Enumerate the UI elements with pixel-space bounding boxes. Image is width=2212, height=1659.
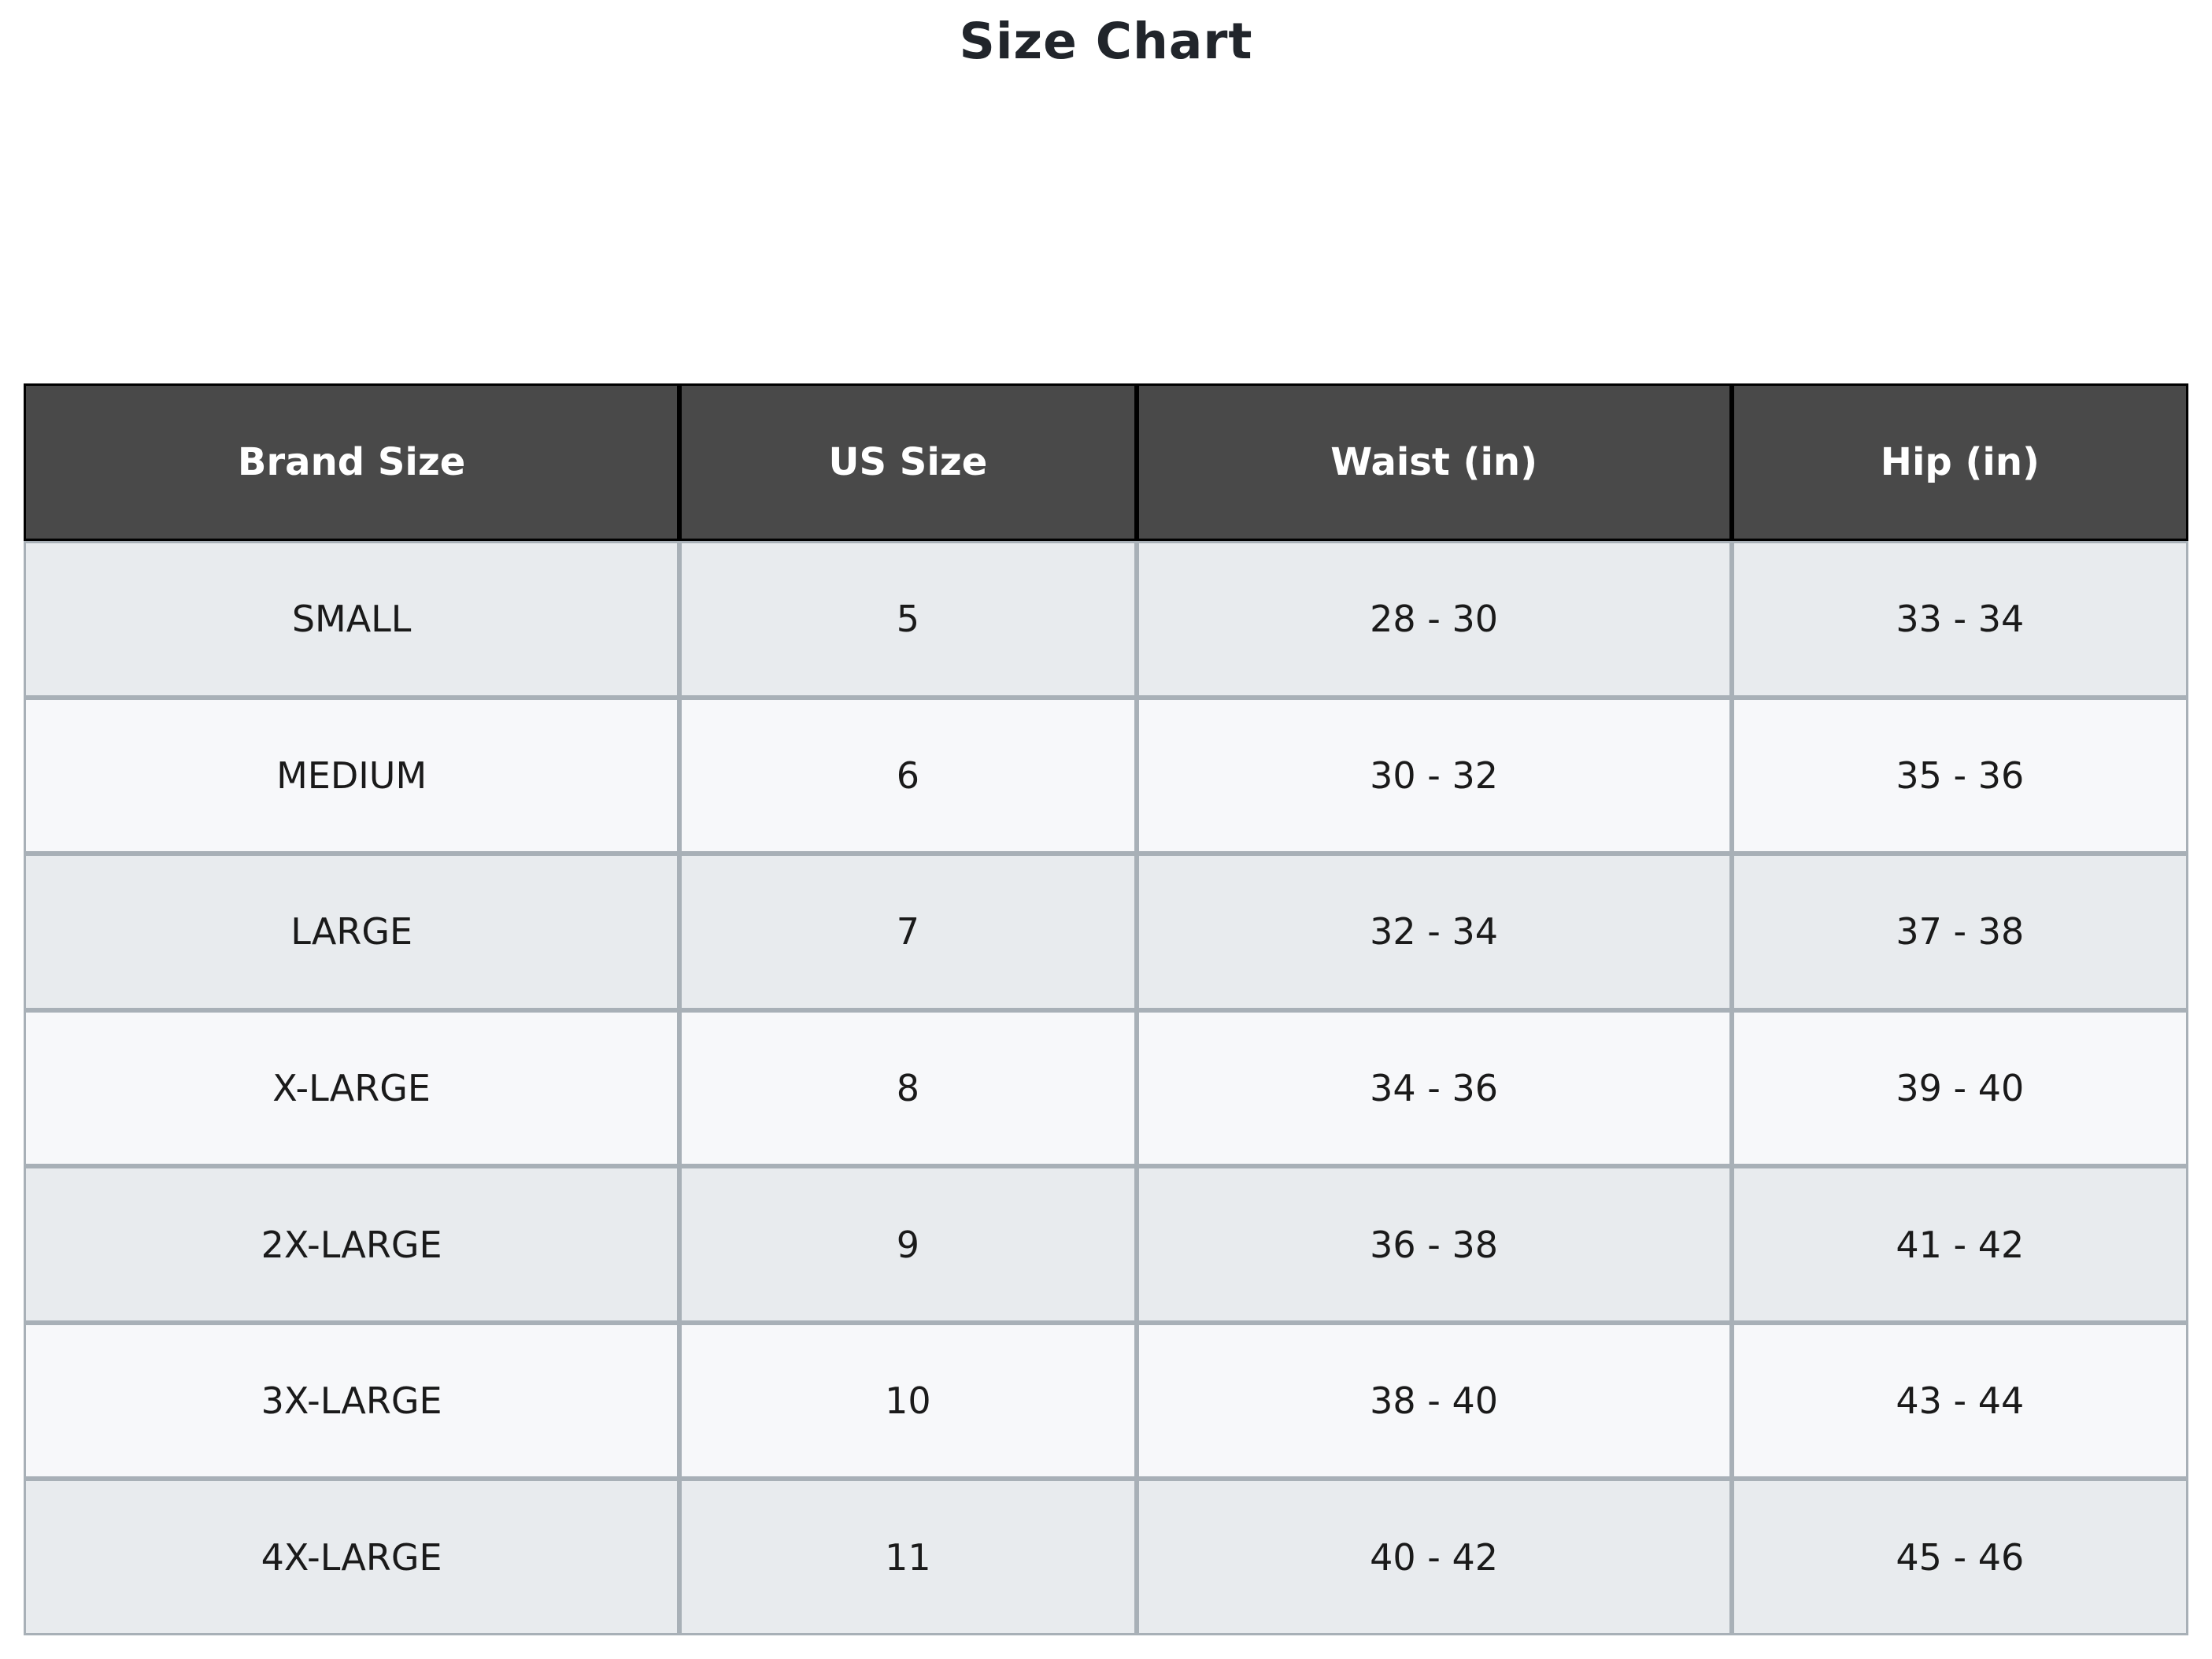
cell-waist: 32 - 34 — [1136, 854, 1732, 1010]
cell-hip: 33 - 34 — [1731, 541, 2188, 698]
size-table-container: Brand Size US Size Waist (in) Hip (in) S… — [24, 383, 2188, 1635]
table-row-3x-large: 3X-LARGE 10 38 - 40 43 - 44 — [24, 1322, 2188, 1479]
cell-brand-size: 2X-LARGE — [24, 1166, 680, 1323]
cell-brand-size: LARGE — [24, 854, 680, 1010]
cell-us-size: 8 — [679, 1009, 1137, 1167]
table-row-small: SMALL 5 28 - 30 33 - 34 — [24, 541, 2188, 698]
cell-brand-size: 4X-LARGE — [24, 1479, 680, 1635]
cell-hip: 45 - 46 — [1731, 1479, 2188, 1635]
cell-waist: 30 - 32 — [1136, 697, 1732, 854]
cell-brand-size: SMALL — [24, 541, 680, 698]
header-cell-brand-size: Brand Size — [24, 383, 680, 541]
table-row-2x-large: 2X-LARGE 9 36 - 38 41 - 42 — [24, 1166, 2188, 1323]
cell-us-size: 11 — [679, 1479, 1137, 1635]
cell-waist: 36 - 38 — [1136, 1166, 1732, 1323]
header-cell-us-size: US Size — [679, 383, 1137, 541]
cell-brand-size: X-LARGE — [24, 1009, 680, 1167]
size-table: Brand Size US Size Waist (in) Hip (in) S… — [24, 383, 2188, 1635]
header-cell-hip: Hip (in) — [1731, 383, 2188, 541]
cell-us-size: 6 — [679, 697, 1137, 854]
cell-brand-size: MEDIUM — [24, 697, 680, 854]
cell-us-size: 9 — [679, 1166, 1137, 1323]
cell-hip: 37 - 38 — [1731, 854, 2188, 1010]
cell-waist: 34 - 36 — [1136, 1009, 1732, 1167]
cell-us-size: 7 — [679, 854, 1137, 1010]
cell-hip: 43 - 44 — [1731, 1322, 2188, 1479]
cell-waist: 28 - 30 — [1136, 541, 1732, 698]
header-row: Brand Size US Size Waist (in) Hip (in) — [24, 383, 2188, 541]
cell-hip: 35 - 36 — [1731, 697, 2188, 854]
cell-hip: 39 - 40 — [1731, 1009, 2188, 1167]
cell-us-size: 5 — [679, 541, 1137, 698]
table-row-4x-large: 4X-LARGE 11 40 - 42 45 - 46 — [24, 1479, 2188, 1635]
header-cell-waist: Waist (in) — [1136, 383, 1732, 541]
cell-waist: 40 - 42 — [1136, 1479, 1732, 1635]
table-row-large: LARGE 7 32 - 34 37 - 38 — [24, 854, 2188, 1010]
cell-waist: 38 - 40 — [1136, 1322, 1732, 1479]
cell-brand-size: 3X-LARGE — [24, 1322, 680, 1479]
table-row-x-large: X-LARGE 8 34 - 36 39 - 40 — [24, 1009, 2188, 1167]
page-title: Size Chart — [959, 13, 1253, 70]
table-row-medium: MEDIUM 6 30 - 32 35 - 36 — [24, 697, 2188, 854]
cell-us-size: 10 — [679, 1322, 1137, 1479]
cell-hip: 41 - 42 — [1731, 1166, 2188, 1323]
